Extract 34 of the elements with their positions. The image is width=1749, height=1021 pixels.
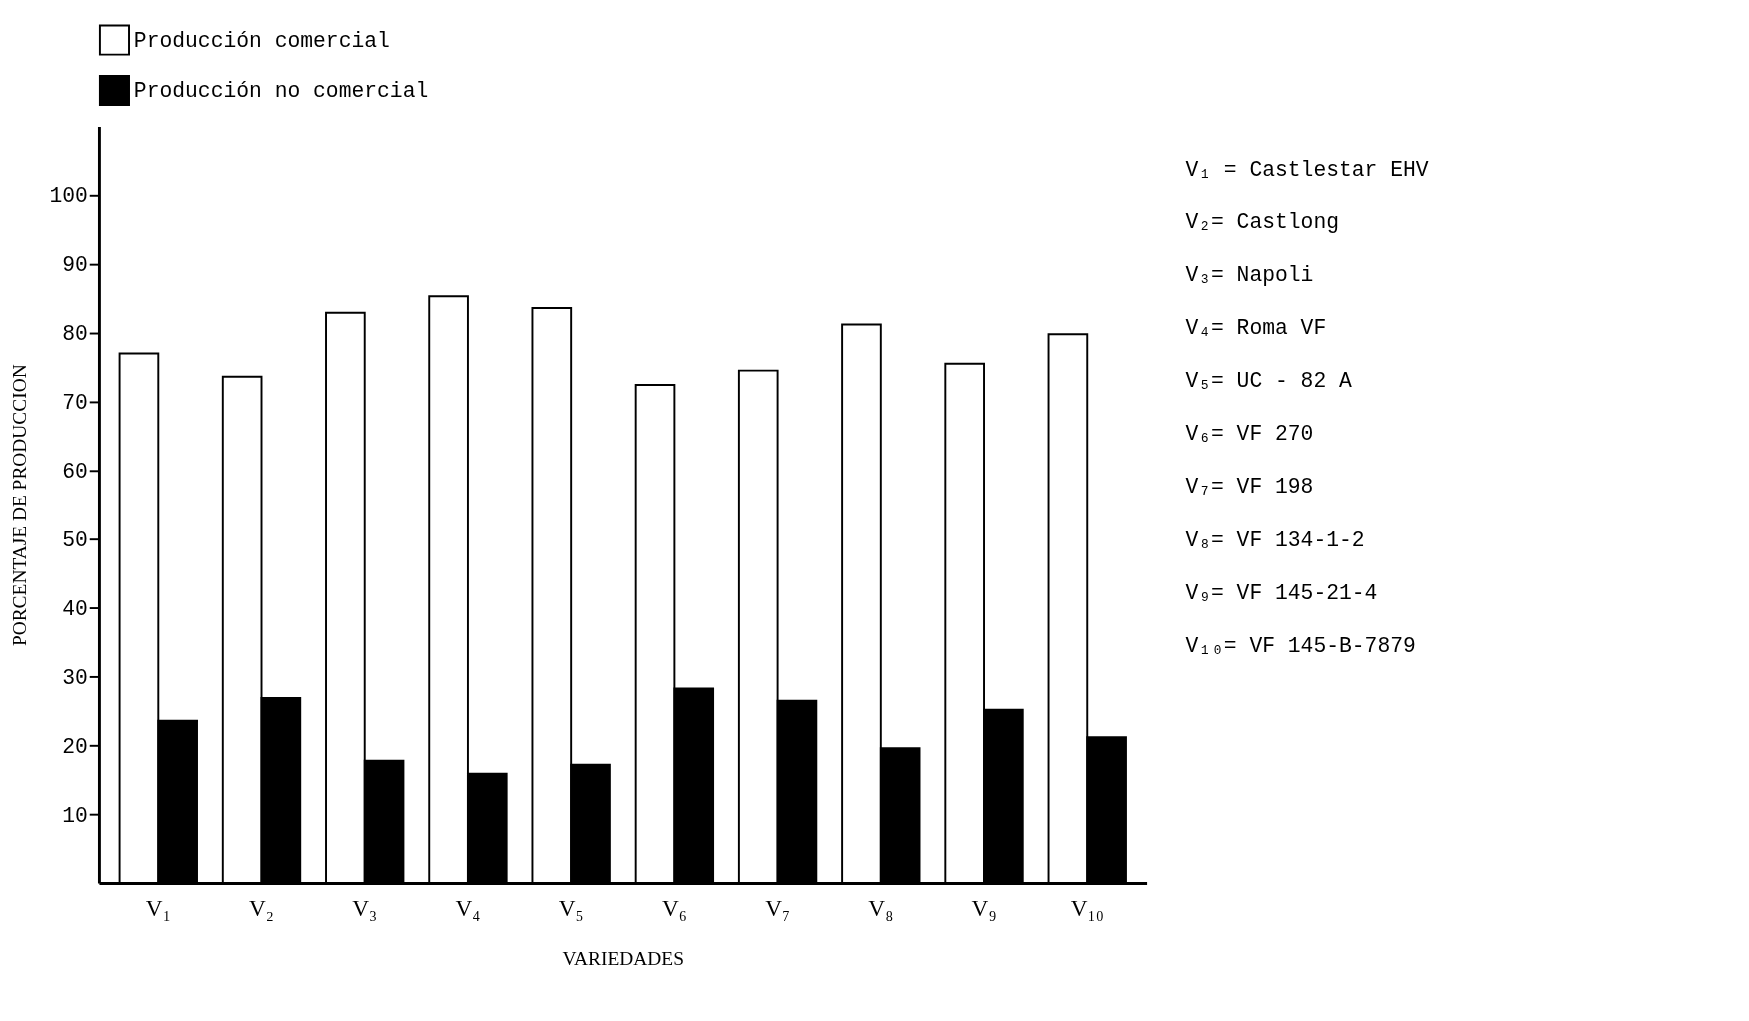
y-tick-label: 80 (62, 322, 88, 347)
y-tick-label: 90 (62, 253, 88, 278)
x-tick-label: V₆ (661, 894, 687, 921)
x-tick-label: V₂ (249, 894, 274, 921)
text: V₄= Roma VF (1185, 316, 1327, 341)
text: V₁ = Castlestar EHV (1185, 157, 1429, 182)
text: V₇= VF 198 (1185, 475, 1314, 500)
text: V₆= VF 270 (1185, 422, 1314, 447)
x-tick-label: V₁ (145, 894, 171, 921)
y-tick-label: 50 (62, 528, 88, 553)
y-tick-label: 60 (62, 459, 88, 484)
text: V₁₀= VF 145-B-7879 (1185, 633, 1416, 658)
y-tick-label: 10 (62, 803, 88, 828)
legend-label: Producción no comercial (133, 79, 429, 104)
x-tick-label: V₄ (455, 894, 481, 921)
text: V₂= Castlong (1185, 210, 1339, 235)
y-tick-label: 30 (62, 665, 88, 690)
text: V₈= VF 134-1-2 (1185, 527, 1365, 552)
y-tick-label: 40 (62, 597, 88, 622)
x-tick-label: V₉ (971, 894, 997, 921)
x-tick-label: V₃ (352, 894, 378, 921)
x-tick-label: V₈ (868, 894, 894, 921)
x-axis-title: VARIEDADES (562, 948, 684, 970)
legend-label: Producción comercial (133, 28, 390, 53)
y-tick-label: 20 (62, 734, 88, 759)
y-tick-label: 70 (62, 390, 88, 415)
y-axis-title: PORCENTAJE DE PRODUCCION (9, 364, 31, 647)
text: V₅= UC - 82 A (1185, 369, 1352, 394)
x-tick-label: V₇ (765, 894, 791, 921)
y-tick-label: 100 (49, 184, 88, 209)
text: V₃= Napoli (1185, 263, 1314, 288)
x-tick-label: V₁₀ (1070, 894, 1104, 921)
text: V₉= VF 145-21-4 (1185, 580, 1378, 605)
x-tick-label: V₅ (558, 894, 584, 921)
